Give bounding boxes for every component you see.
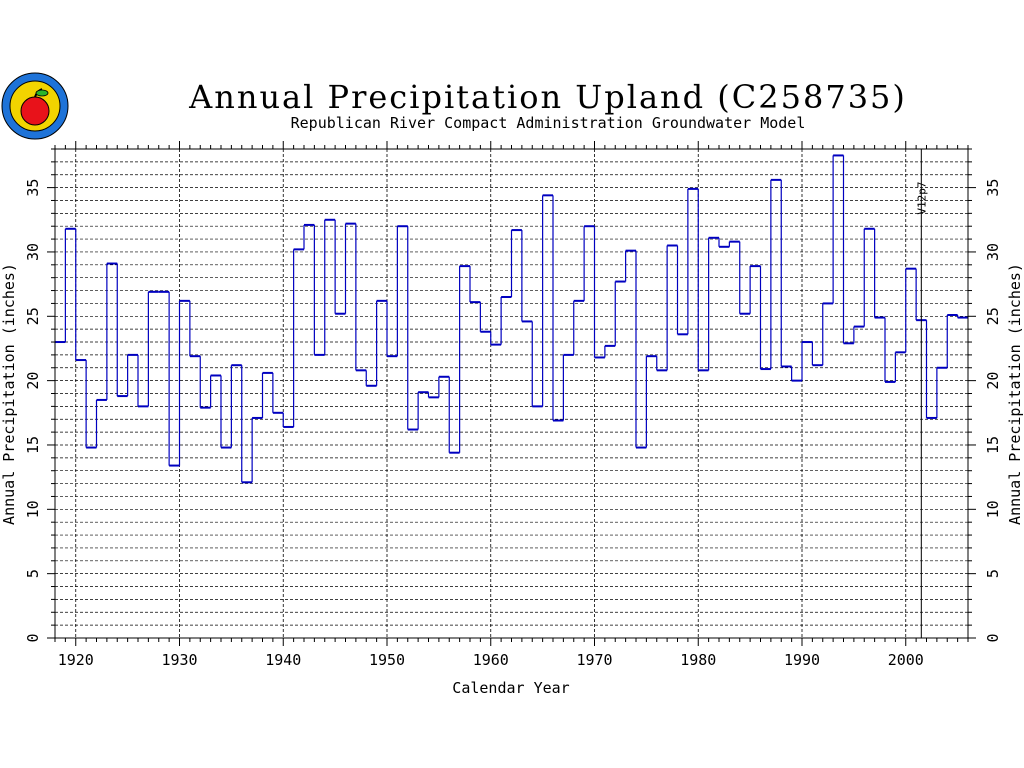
chart-title: Annual Precipitation Upland (C258735) bbox=[188, 78, 907, 116]
y-tick-label-left: 30 bbox=[24, 243, 42, 261]
tick-labels: 0 0 5 5 10 10 15 15 20 20 25 25 30 30 35 35 1920 1930 1940… bbox=[24, 179, 1002, 669]
y-tick-label-right: 5 bbox=[984, 569, 1002, 578]
y-tick-label-left: 20 bbox=[24, 372, 42, 390]
y-tick-label-left: 0 bbox=[24, 633, 42, 642]
chart-subtitle: Republican River Compact Administration … bbox=[291, 114, 806, 132]
x-tick-label: 1970 bbox=[576, 651, 612, 669]
y-tick-label-right: 10 bbox=[984, 500, 1002, 518]
y-tick-label-left: 25 bbox=[24, 307, 42, 325]
x-tick-label: 1980 bbox=[680, 651, 716, 669]
x-tick-label: 1990 bbox=[784, 651, 820, 669]
y-tick-label-right: 20 bbox=[984, 372, 1002, 390]
y-tick-label-left: 15 bbox=[24, 436, 42, 454]
y-axis-label-left: Annual Precipitation (inches) bbox=[0, 263, 18, 525]
y-tick-label-left: 35 bbox=[24, 179, 42, 197]
y-tick-label-right: 15 bbox=[984, 436, 1002, 454]
x-tick-label: 1960 bbox=[473, 651, 509, 669]
series-group bbox=[55, 149, 968, 638]
y-axis-label-right: Annual Precipitation (inches) bbox=[1006, 263, 1024, 525]
y-tick-label-right: 30 bbox=[984, 243, 1002, 261]
x-tick-label: 1950 bbox=[369, 651, 405, 669]
y-tick-label-right: 0 bbox=[984, 633, 1002, 642]
x-tick-label: 1930 bbox=[161, 651, 197, 669]
y-tick-label-right: 25 bbox=[984, 307, 1002, 325]
grid-lines bbox=[55, 149, 968, 638]
y-tick-label-right: 35 bbox=[984, 179, 1002, 197]
axes-group bbox=[47, 141, 976, 646]
x-axis-label: Calendar Year bbox=[452, 679, 569, 697]
version-annotation: V12p7 bbox=[915, 181, 928, 214]
y-tick-label-left: 5 bbox=[24, 569, 42, 578]
x-tick-label: 1940 bbox=[265, 651, 301, 669]
apple-seal-icon bbox=[1, 72, 69, 140]
x-tick-label: 2000 bbox=[888, 651, 924, 669]
y-tick-label-left: 10 bbox=[24, 500, 42, 518]
x-tick-label: 1920 bbox=[58, 651, 94, 669]
